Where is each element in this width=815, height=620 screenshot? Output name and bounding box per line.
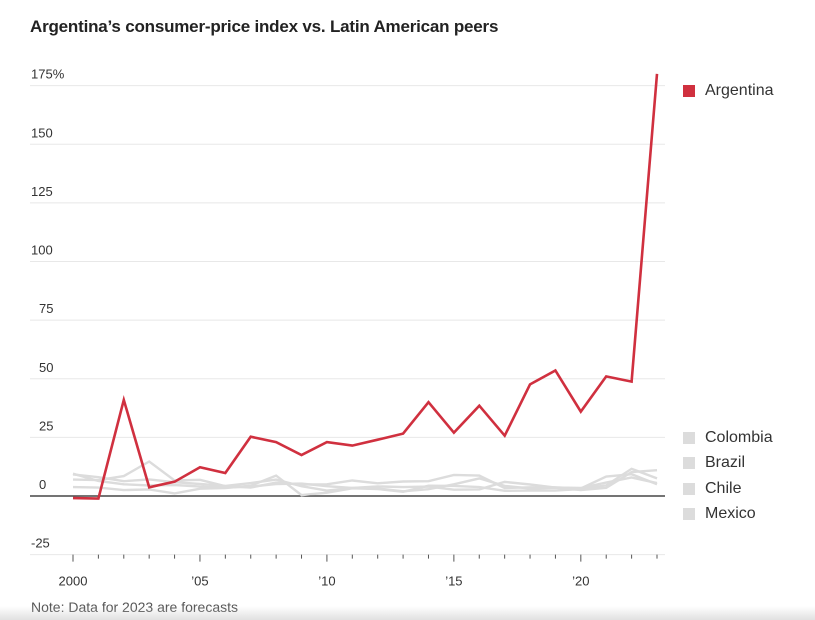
y-tick-label: 0 bbox=[39, 477, 46, 492]
y-tick-label: 100 bbox=[31, 243, 53, 258]
legend-item-chile[interactable]: Chile bbox=[683, 480, 741, 498]
series-line-chile bbox=[72, 467, 658, 497]
legend-item-brazil[interactable]: Brazil bbox=[683, 454, 745, 472]
x-tick-label: ’05 bbox=[191, 574, 208, 589]
legend-label: Colombia bbox=[705, 429, 773, 446]
legend-item-mexico[interactable]: Mexico bbox=[683, 505, 756, 523]
legend-swatch bbox=[683, 85, 695, 97]
legend-swatch bbox=[683, 508, 695, 520]
legend-item-argentina[interactable]: Argentina bbox=[683, 82, 774, 100]
y-tick-label: 25 bbox=[39, 418, 53, 433]
series-line-mexico bbox=[72, 472, 658, 491]
y-tick-label: 175% bbox=[31, 67, 65, 82]
legend-swatch bbox=[683, 483, 695, 495]
x-tick-label: ’20 bbox=[572, 574, 589, 589]
y-tick-label: 125 bbox=[31, 184, 53, 199]
y-tick-label: -25 bbox=[31, 536, 50, 551]
legend-label: Brazil bbox=[705, 454, 746, 471]
y-tick-label: 150 bbox=[31, 125, 53, 140]
chart-title: Argentina’s consumer-price index vs. Lat… bbox=[30, 17, 499, 36]
legend-label: Argentina bbox=[705, 82, 774, 99]
x-tick-label: ’10 bbox=[318, 574, 335, 589]
legend-swatch bbox=[683, 432, 695, 444]
x-tick-label: 2000 bbox=[59, 574, 88, 589]
bottom-fade bbox=[0, 606, 815, 620]
legend-swatch bbox=[683, 457, 695, 469]
series-lines bbox=[72, 73, 659, 500]
y-tick-label: 75 bbox=[39, 301, 53, 316]
x-tick-label: ’15 bbox=[445, 574, 462, 589]
y-axis: -25 0 25 50 75 100 125 150 175% bbox=[31, 67, 65, 551]
x-axis: 2000 ’05 ’10 ’15 ’20 bbox=[59, 554, 658, 589]
legend-item-colombia[interactable]: Colombia bbox=[683, 429, 773, 447]
legend-label: Mexico bbox=[705, 505, 756, 522]
y-tick-label: 50 bbox=[39, 360, 53, 375]
series-line-argentina bbox=[72, 73, 659, 500]
legend-label: Chile bbox=[705, 480, 742, 497]
